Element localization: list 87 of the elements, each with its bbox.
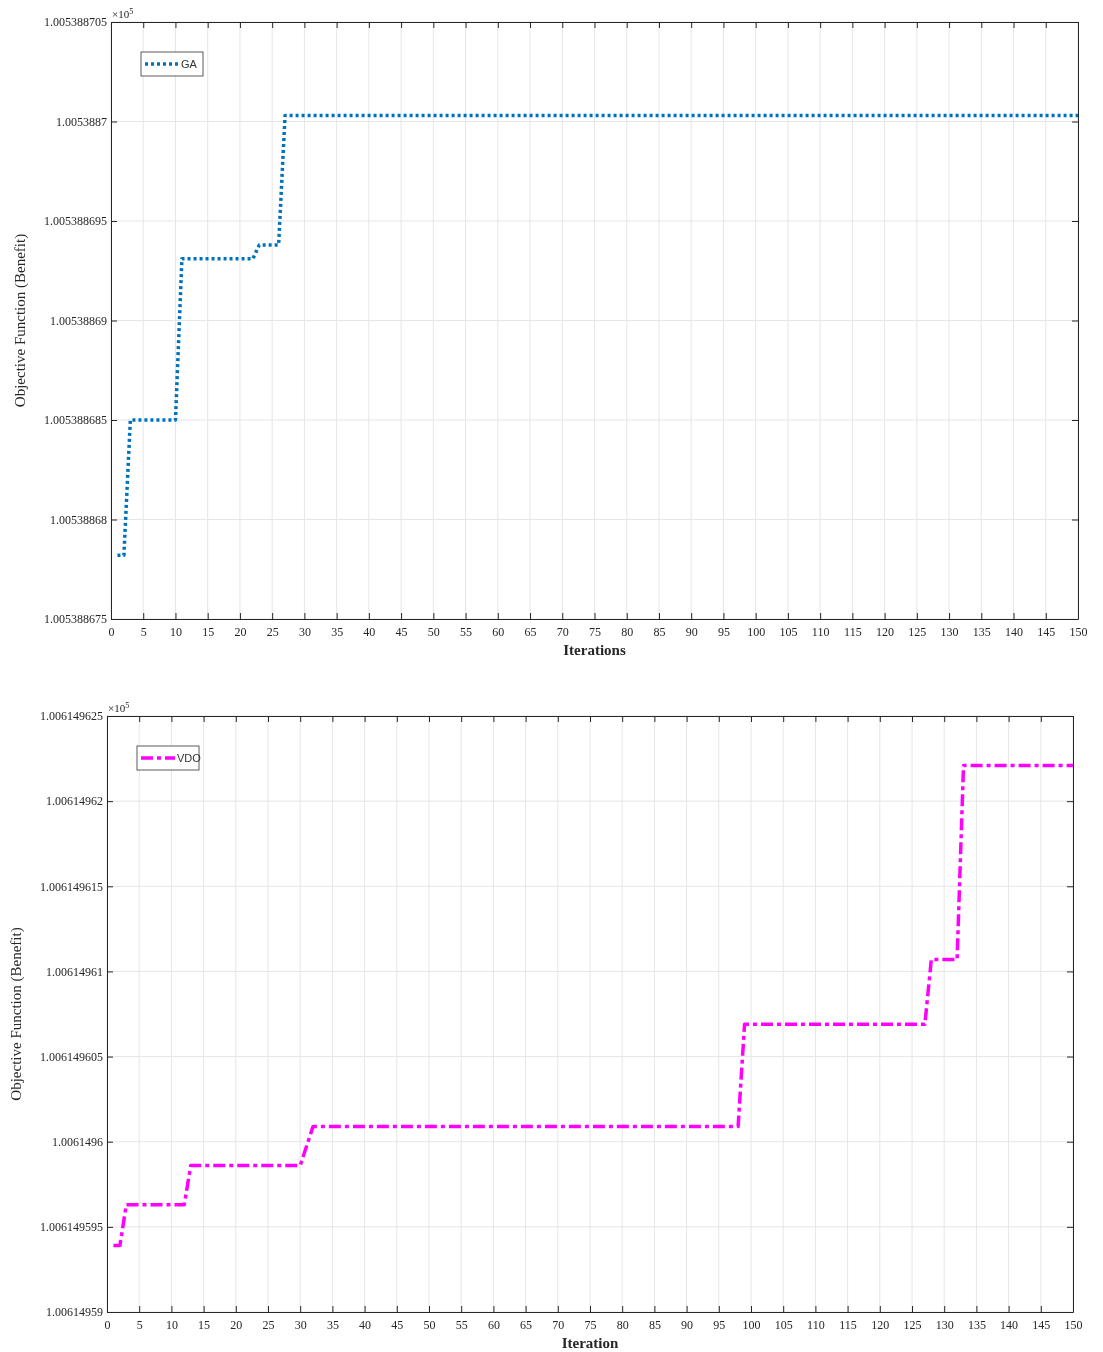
x-tick-label: 135 [967, 1317, 986, 1332]
y-tick-label: 1.006149625 [40, 709, 103, 724]
x-tick-label: 115 [839, 1317, 857, 1332]
x-tick-label: 45 [395, 624, 408, 639]
x-tick-label: 130 [935, 1317, 954, 1332]
y-tick-label: 1.00614959 [46, 1305, 103, 1320]
x-tick-label: 145 [1032, 1317, 1051, 1332]
x-tick-label: 120 [876, 624, 895, 639]
x-tick-label: 60 [492, 624, 505, 639]
x-tick-label: 105 [774, 1317, 793, 1332]
x-tick-label: 75 [584, 1317, 597, 1332]
x-tick-label: 140 [1005, 624, 1024, 639]
x-tick-label: 5 [140, 624, 147, 639]
x-tick-label: 80 [616, 1317, 629, 1332]
y-tick-label: 1.005388685 [44, 413, 107, 428]
x-tick-label: 5 [136, 1317, 143, 1332]
x-tick-label: 30 [294, 1317, 307, 1332]
x-tick-label: 80 [621, 624, 634, 639]
x-tick-label: 35 [331, 624, 344, 639]
x-tick-label: 110 [811, 624, 830, 639]
x-tick-label: 55 [460, 624, 473, 639]
x-tick-label: 65 [524, 624, 537, 639]
line-series [111, 763, 1075, 1248]
x-tick-label: 95 [717, 624, 730, 639]
y-tick-label: 1.00538868 [50, 512, 107, 527]
x-tick-label: 140 [1000, 1317, 1019, 1332]
x-tick-label: 40 [363, 624, 376, 639]
y-tick-label: 1.005388705 [44, 15, 107, 30]
x-tick-label: 25 [262, 1317, 275, 1332]
x-tick-label: 145 [1037, 624, 1056, 639]
x-tick-label: 100 [742, 1317, 761, 1332]
x-tick-label: 50 [423, 1317, 436, 1332]
legend-label: VDO [177, 752, 202, 764]
y-tick-label: 1.00614962 [46, 794, 103, 809]
y-axis-title: Objective Function (Benefit) [8, 927, 25, 1101]
x-tick-label: 30 [298, 624, 311, 639]
x-tick-label: 25 [266, 624, 279, 639]
x-axis-title: Iteration [561, 1335, 619, 1351]
x-tick-label: 150 [1069, 624, 1088, 639]
x-tick-label: 45 [391, 1317, 404, 1332]
x-tick-label: 15 [198, 1317, 211, 1332]
x-tick-label: 35 [326, 1317, 339, 1332]
x-tick-label: 20 [230, 1317, 243, 1332]
text: ×10$^{5}$ [112, 6, 134, 20]
line-series [115, 113, 1080, 558]
x-tick-label: 10 [165, 1317, 178, 1332]
x-tick-label: 0 [104, 1317, 111, 1332]
x-tick-label: 55 [455, 1317, 468, 1332]
x-tick-label: 20 [234, 624, 247, 639]
x-tick-label: 90 [685, 624, 698, 639]
y-tick-label: 1.006149605 [40, 1049, 103, 1064]
y-tick-label: 1.005388695 [44, 214, 107, 229]
y-tick-label: 1.00614961 [46, 964, 103, 979]
x-tick-label: 110 [807, 1317, 825, 1332]
y-tick-label: 1.00538869 [50, 313, 107, 328]
y-tick-label: 1.0061496 [52, 1135, 103, 1150]
x-tick-label: 100 [747, 624, 766, 639]
x-tick-label: 90 [681, 1317, 694, 1332]
x-tick-label: 95 [713, 1317, 726, 1332]
x-tick-label: 150 [1064, 1317, 1083, 1332]
x-tick-label: 125 [903, 1317, 922, 1332]
x-tick-label: 135 [972, 624, 991, 639]
x-tick-label: 15 [202, 624, 215, 639]
y-axis-title: Objective Function (Benefit) [12, 233, 29, 408]
x-tick-label: 130 [940, 624, 959, 639]
x-axis-title: Iterations [563, 642, 626, 658]
x-tick-label: 85 [653, 624, 666, 639]
x-tick-label: 70 [556, 624, 569, 639]
x-tick-label: 0 [108, 624, 115, 639]
x-tick-label: 65 [520, 1317, 533, 1332]
x-tick-label: 115 [844, 624, 862, 639]
x-tick-label: 125 [908, 624, 927, 639]
x-tick-label: 60 [487, 1317, 500, 1332]
x-tick-label: 10 [169, 624, 182, 639]
x-tick-label: 70 [552, 1317, 565, 1332]
y-tick-label: 1.005388675 [44, 612, 107, 627]
x-tick-label: 120 [871, 1317, 890, 1332]
x-tick-label: 50 [427, 624, 440, 639]
x-tick-label: 40 [359, 1317, 372, 1332]
x-tick-label: 85 [648, 1317, 661, 1332]
y-tick-label: 1.0053887 [56, 114, 107, 129]
y-tick-label: 1.006149595 [40, 1220, 103, 1235]
legend-label: GA [181, 58, 198, 70]
y-tick-label: 1.006149615 [40, 879, 103, 894]
x-tick-label: 75 [589, 624, 601, 639]
x-tick-label: 105 [779, 624, 798, 639]
text: ×10$^{5}$ [108, 700, 130, 714]
